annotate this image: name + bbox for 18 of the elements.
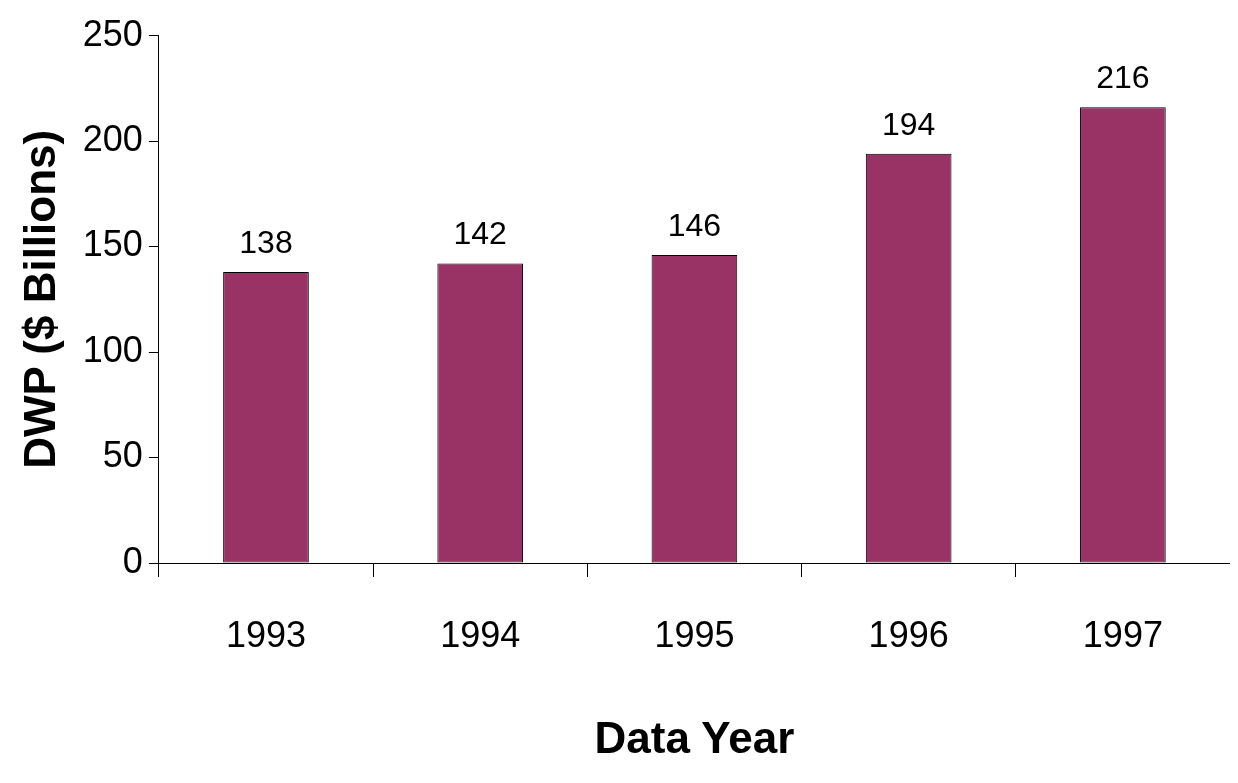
x-tick-label: 1995 xyxy=(654,613,735,655)
y-axis-title: DWP ($ Billions) xyxy=(14,129,64,469)
data-label: 138 xyxy=(239,223,293,260)
x-axis-title: Data Year xyxy=(594,712,795,762)
data-label: 146 xyxy=(667,206,722,243)
data-label: 194 xyxy=(881,105,936,142)
data-label: 216 xyxy=(1096,59,1150,96)
y-tick-label: 250 xyxy=(82,12,143,54)
y-tick-label: 100 xyxy=(82,328,143,370)
x-tick-label: 1994 xyxy=(440,613,521,655)
y-tick-label: 50 xyxy=(102,434,143,476)
x-tick-label: 1993 xyxy=(225,613,307,655)
x-tick-label: 1996 xyxy=(868,613,949,655)
y-tick-label: 0 xyxy=(122,539,143,581)
y-tick-label: 200 xyxy=(82,118,143,159)
data-label: 142 xyxy=(453,215,507,252)
x-tick-label: 1997 xyxy=(1082,613,1163,655)
y-tick-label: 150 xyxy=(82,223,143,265)
